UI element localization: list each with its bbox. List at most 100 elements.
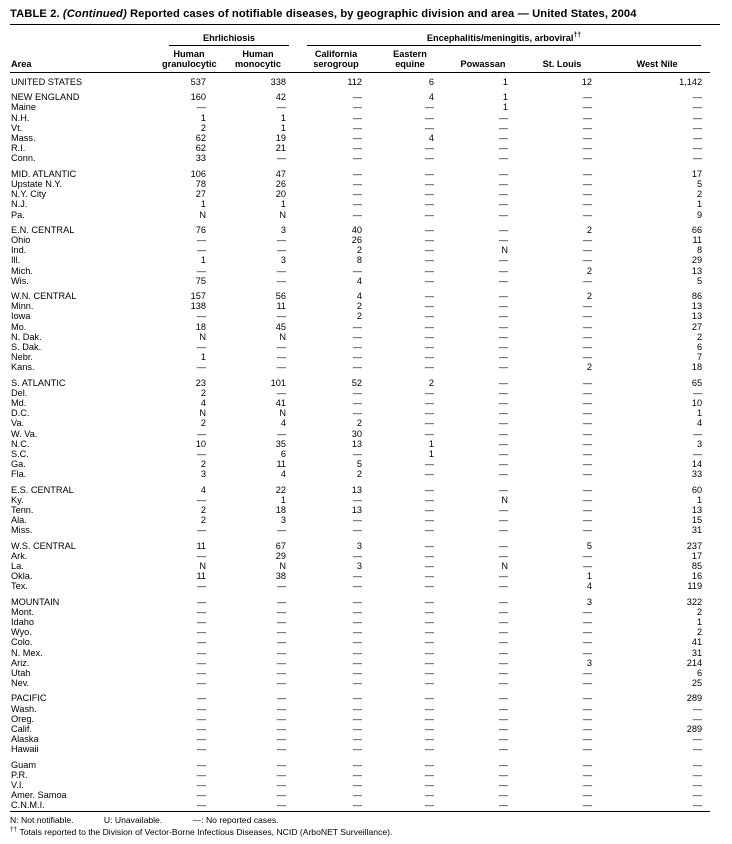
value-cell: — — [352, 397, 362, 408]
value-cell: — — [196, 245, 206, 256]
table-row: Ark. — 29 — — — — 17 — [10, 551, 710, 561]
table-row: Calif. — — — — — — 289 — [10, 724, 710, 734]
value-cell: — — [498, 408, 508, 419]
area-cell: Ind. — [11, 245, 27, 256]
value-cell: — — [276, 352, 286, 363]
value-cell: — — [276, 759, 286, 770]
value-cell: 214 — [686, 657, 703, 668]
value-cell: 2 — [696, 189, 703, 200]
value-cell: N — [199, 331, 206, 342]
value-cell: — — [424, 418, 434, 429]
value-cell: 138 — [190, 301, 206, 312]
value-cell: — — [276, 713, 286, 724]
value-cell: 2 — [356, 245, 362, 256]
table-row: Nebr. 1 — — — — — 7 — [10, 352, 710, 362]
value-cell: 38 — [275, 571, 286, 582]
value-cell: — — [498, 387, 508, 398]
value-cell: — — [196, 596, 206, 607]
value-cell: — — [498, 713, 508, 724]
value-cell: — — [276, 724, 286, 735]
value-cell: — — [276, 341, 286, 352]
value-cell: — — [352, 199, 362, 210]
area-cell: N.J. — [11, 199, 28, 210]
table-row: Wash. — — — — — — — — [10, 704, 710, 714]
value-cell: — — [498, 448, 508, 459]
value-cell: — — [498, 133, 508, 144]
value-cell: 6 — [428, 77, 434, 88]
value-cell: — — [498, 362, 508, 373]
value-cell: — — [352, 448, 362, 459]
area-cell: PACIFIC — [11, 693, 47, 704]
area-cell: Conn. — [11, 153, 36, 164]
area-cell: V.I. — [11, 780, 24, 791]
value-cell: — — [352, 362, 362, 373]
value-cell: — — [352, 515, 362, 526]
area-cell: D.C. — [11, 408, 30, 419]
value-cell: 10 — [691, 397, 703, 408]
value-cell: 322 — [686, 596, 703, 607]
area-cell: N.H. — [11, 112, 30, 123]
value-cell: — — [352, 759, 362, 770]
table-row: S.C. — 6 — 1 — — — — [10, 449, 710, 459]
value-cell: — — [582, 377, 592, 388]
col-header-california-serogroup: California serogroup — [298, 46, 374, 74]
value-cell: 52 — [351, 377, 362, 388]
value-cell: 15 — [691, 515, 703, 526]
value-cell: 35 — [275, 438, 286, 449]
value-cell: — — [352, 800, 362, 811]
area-cell: S. Dak. — [11, 341, 42, 352]
value-cell: — — [424, 515, 434, 526]
value-cell: — — [424, 525, 434, 536]
value-cell: — — [424, 678, 434, 689]
value-cell: 4 — [200, 484, 206, 495]
table-row: Colo. — — — — — — 41 — [10, 637, 710, 647]
value-cell: 42 — [275, 92, 286, 103]
value-cell: 4 — [696, 418, 703, 429]
value-cell: — — [498, 769, 508, 780]
footnote-not-notifiable: N: Not notifiable. — [10, 814, 74, 825]
value-cell: — — [196, 769, 206, 780]
value-cell: — — [424, 759, 434, 770]
value-cell: — — [498, 581, 508, 592]
value-cell: — — [196, 606, 206, 617]
area-cell: Calif. — [11, 724, 32, 735]
value-cell: — — [276, 734, 286, 745]
value-cell: — — [352, 352, 362, 363]
table-row: Miss. — — — — — — 31 — [10, 525, 710, 535]
value-cell: — — [582, 459, 592, 470]
value-cell: — — [582, 724, 592, 735]
value-cell: — — [498, 301, 508, 312]
value-cell: 41 — [275, 397, 286, 408]
area-cell: Wyo. — [11, 627, 32, 638]
value-cell: 6 — [696, 668, 703, 679]
value-cell: — — [582, 647, 592, 658]
table-header: Area Ehrlichiosis Encephalitis/meningiti… — [10, 27, 711, 74]
value-cell: — — [276, 525, 286, 536]
value-cell: — — [692, 744, 703, 755]
value-cell: 106 — [190, 168, 206, 179]
col-header-west-nile: West Nile — [604, 46, 711, 74]
value-cell: — — [424, 550, 434, 561]
value-cell: — — [498, 484, 508, 495]
value-cell: — — [424, 143, 434, 154]
value-cell: N — [279, 209, 286, 220]
footnotes: N: Not notifiable. U: Unavailable. —: No… — [10, 815, 720, 838]
area-cell: Amer. Samoa — [11, 790, 67, 801]
value-cell: 1 — [200, 352, 206, 363]
value-cell: — — [424, 561, 434, 571]
value-cell: — — [424, 428, 434, 439]
table-row: Fla. 3 4 2 — — — 33 — [10, 469, 710, 479]
value-cell: — — [424, 780, 434, 791]
value-cell: — — [352, 581, 362, 592]
value-cell: — — [498, 255, 508, 266]
value-cell: 33 — [691, 469, 703, 480]
value-cell: — — [196, 734, 206, 745]
area-cell: Kans. — [11, 362, 35, 373]
value-cell: — — [424, 362, 434, 373]
area-cell: E.N. CENTRAL — [11, 224, 75, 235]
value-cell: — — [582, 494, 592, 505]
value-cell: — — [196, 581, 206, 592]
area-cell: Wash. — [11, 703, 37, 714]
value-cell: — — [498, 143, 508, 154]
area-cell: Fla. — [11, 469, 27, 480]
